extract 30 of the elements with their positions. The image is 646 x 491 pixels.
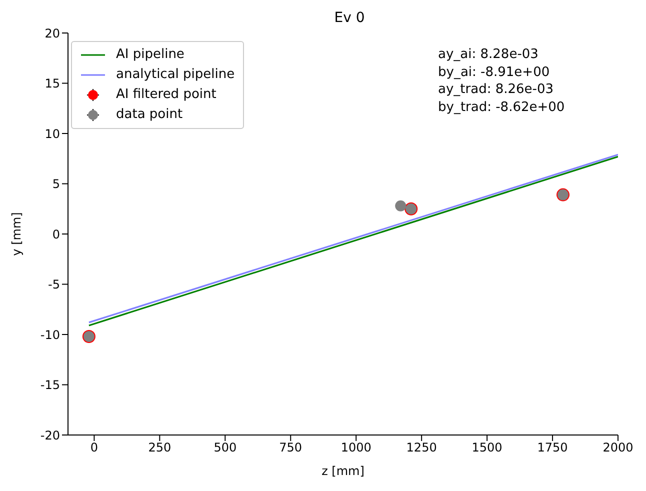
y-tick-label: 0 (52, 227, 60, 242)
y-tick-label: -15 (40, 378, 60, 392)
x-tick-label: 1000 (340, 440, 372, 455)
point (395, 200, 406, 212)
legend-label: analytical pipeline (116, 66, 235, 84)
x-tick-label: 1750 (537, 440, 568, 455)
x-tick-label: 500 (214, 440, 237, 455)
x-axis-title: z [mm] (322, 464, 364, 478)
x-tick-label: 2000 (602, 440, 634, 455)
chart-title: Ev 0 (333, 10, 366, 26)
x-tick-label: 250 (148, 440, 172, 455)
y-tick-label: -20 (40, 428, 60, 442)
annotation: by_ai: -8.91e+00 (438, 64, 551, 81)
x-tick-label: 1250 (406, 440, 437, 455)
y-tick-label: -10 (40, 328, 60, 342)
y-tick-label: 15 (44, 76, 60, 91)
legend-label: AI filtered point (116, 86, 216, 104)
y-axis-title: y [mm] (9, 212, 24, 256)
x-tick-label: 750 (279, 440, 302, 455)
annotation: ay_trad: 8.26e-03 (438, 81, 555, 98)
annotation: by_trad: -8.62e+00 (438, 98, 565, 116)
y-tick-label: 10 (44, 126, 60, 141)
y-tick-label: 5 (52, 177, 60, 192)
legend-label: data point (116, 106, 183, 124)
annotation: ay_ai: 8.28e-03 (438, 46, 540, 64)
legend-label: AI pipeline (116, 46, 184, 64)
y-tick-label: 20 (44, 26, 60, 40)
x-tick-label: 0 (90, 440, 98, 455)
x-tick-label: 1500 (472, 440, 502, 455)
y-tick-label: -5 (48, 278, 60, 292)
